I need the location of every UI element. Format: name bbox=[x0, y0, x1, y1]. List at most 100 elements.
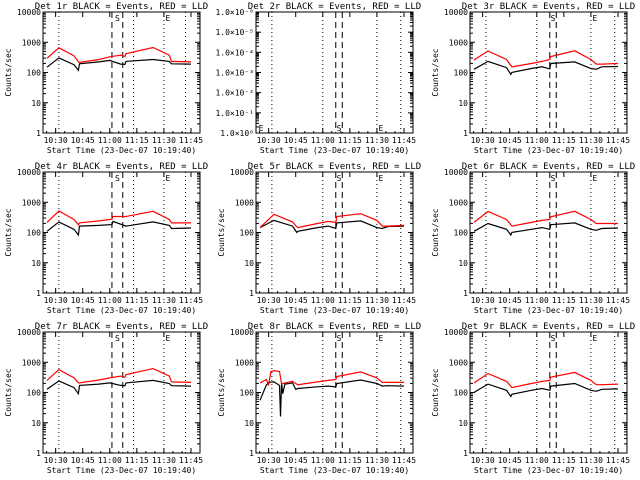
x-tick-label: 11:30 bbox=[152, 296, 176, 305]
detector-panel-7: Det 7r BLACK = Events, RED = LLD S E 1 10 100… bbox=[4, 322, 208, 475]
detector-panel-8: Det 8r BLACK = Events, RED = LLD S E 1 10 100… bbox=[217, 322, 421, 475]
plot-frame bbox=[42, 11, 201, 134]
x-tick-label: 11:45 bbox=[606, 296, 630, 305]
plot-frame bbox=[469, 171, 628, 294]
x-tick-label: 11:00 bbox=[311, 296, 335, 305]
plot-frame bbox=[42, 331, 201, 454]
x-tick-label: 11:45 bbox=[392, 136, 416, 145]
x-tick-label: 11:15 bbox=[125, 456, 149, 465]
start-marker: S bbox=[115, 334, 120, 343]
x-tick-label: 11:30 bbox=[152, 136, 176, 145]
y-axis-label: Counts/sec bbox=[4, 48, 13, 96]
x-tick-label: 11:30 bbox=[152, 456, 176, 465]
x-axis-label: Start Time (23-Dec-07 10:19:40) bbox=[474, 306, 623, 315]
start-marker: S bbox=[337, 334, 342, 343]
y-tick-label: 1000 bbox=[449, 198, 468, 207]
plot-frame bbox=[469, 331, 628, 454]
y-tick-label: 10 bbox=[31, 259, 41, 268]
y-axis-label: Counts/sec bbox=[4, 208, 13, 256]
events-rate-line bbox=[473, 60, 619, 76]
events-rate-line bbox=[46, 379, 192, 396]
x-axis-label: Start Time (23-Dec-07 10:19:40) bbox=[47, 306, 196, 315]
x-tick-label: 10:30 bbox=[471, 296, 495, 305]
end-marker: E bbox=[378, 334, 383, 343]
start-marker: S bbox=[551, 14, 556, 23]
y-tick-label: 10 bbox=[458, 99, 468, 108]
x-tick-label: 11:15 bbox=[552, 296, 576, 305]
y-tick-label: 1 bbox=[249, 449, 254, 458]
x-tick-label: 11:45 bbox=[392, 456, 416, 465]
y-tick-label: 10 bbox=[458, 259, 468, 268]
x-axis-label: Start Time (23-Dec-07 10:19:40) bbox=[47, 466, 196, 475]
y-tick-label: 1 bbox=[463, 449, 468, 458]
y-axis-label: Counts/sec bbox=[431, 208, 440, 256]
y-tick-label: 100 bbox=[454, 389, 469, 398]
x-tick-label: 11:15 bbox=[552, 456, 576, 465]
y-axis-label: Counts/sec bbox=[217, 368, 226, 416]
y-tick-label: 1.0×10⁻⁶ bbox=[215, 8, 254, 17]
events-rate-line bbox=[46, 57, 192, 72]
y-tick-label: 1 bbox=[249, 289, 254, 298]
panel-title: Det 1r BLACK = Events, RED = LLD bbox=[35, 2, 208, 12]
y-tick-label: 1000 bbox=[22, 358, 41, 367]
end-marker: E bbox=[378, 124, 383, 133]
x-tick-label: 11:30 bbox=[365, 296, 389, 305]
y-tick-label: 10 bbox=[458, 419, 468, 428]
y-tick-label: 1 bbox=[36, 129, 41, 138]
y-tick-label: 100 bbox=[27, 389, 42, 398]
x-tick-label: 11:15 bbox=[338, 296, 362, 305]
detector-panel-3: Det 3r BLACK = Events, RED = LLD S E 1 10 100… bbox=[431, 2, 635, 155]
x-tick-label: 10:30 bbox=[257, 296, 281, 305]
x-tick-label: 10:45 bbox=[71, 456, 95, 465]
panel-title: Det 2r BLACK = Events, RED = LLD bbox=[248, 2, 421, 12]
lld-rate-line bbox=[46, 367, 192, 384]
x-tick-label: 11:00 bbox=[311, 456, 335, 465]
panel-title: Det 6r BLACK = Events, RED = LLD bbox=[462, 162, 635, 172]
x-tick-label: 10:30 bbox=[44, 136, 68, 145]
panel-title: Det 7r BLACK = Events, RED = LLD bbox=[35, 322, 208, 332]
y-tick-label: 10 bbox=[244, 259, 254, 268]
y-tick-label: 1.0×10⁻⁵ bbox=[215, 28, 254, 37]
events-rate-line bbox=[473, 222, 619, 237]
lld-rate-line bbox=[473, 210, 618, 227]
y-tick-label: 10 bbox=[244, 419, 254, 428]
end-marker: E bbox=[165, 334, 170, 343]
y-tick-label: 10 bbox=[31, 419, 41, 428]
x-axis-label: Start Time (23-Dec-07 10:19:40) bbox=[260, 306, 409, 315]
plot-frame bbox=[255, 11, 414, 134]
x-tick-label: 10:30 bbox=[257, 136, 281, 145]
plot-frame bbox=[469, 11, 628, 134]
y-tick-label: 1000 bbox=[449, 38, 468, 47]
end-marker: E bbox=[165, 174, 170, 183]
x-tick-label: 10:45 bbox=[284, 136, 308, 145]
y-tick-label: 100 bbox=[27, 69, 42, 78]
lld-rate-line bbox=[473, 371, 619, 389]
detector-panel-6: Det 6r BLACK = Events, RED = LLD S E 1 10 100… bbox=[431, 162, 635, 315]
x-tick-label: 11:00 bbox=[525, 136, 549, 145]
plot-frame bbox=[42, 171, 201, 294]
x-tick-label: 11:30 bbox=[365, 136, 389, 145]
y-tick-label: 1.0×10⁻⁴ bbox=[215, 48, 254, 57]
end-marker: E bbox=[259, 124, 264, 133]
y-tick-label: 1 bbox=[36, 289, 41, 298]
x-tick-label: 11:15 bbox=[338, 456, 362, 465]
y-tick-label: 10000 bbox=[230, 168, 254, 177]
y-tick-label: 1 bbox=[36, 449, 41, 458]
detector-panel-9: Det 9r BLACK = Events, RED = LLD S E 1 10 100… bbox=[431, 322, 635, 475]
panel-title: Det 5r BLACK = Events, RED = LLD bbox=[248, 162, 421, 172]
x-tick-label: 10:45 bbox=[71, 136, 95, 145]
x-tick-label: 10:45 bbox=[71, 296, 95, 305]
y-tick-label: 1.0×10⁰ bbox=[220, 129, 254, 138]
y-tick-label: 10000 bbox=[17, 8, 41, 17]
detector-panel-4: Det 4r BLACK = Events, RED = LLD S E 1 10 100… bbox=[4, 162, 208, 315]
x-tick-label: 10:30 bbox=[471, 456, 495, 465]
x-tick-label: 11:00 bbox=[98, 136, 122, 145]
y-tick-label: 1 bbox=[463, 289, 468, 298]
y-axis-label: Counts/sec bbox=[217, 208, 226, 256]
start-marker: S bbox=[551, 334, 556, 343]
x-tick-label: 10:45 bbox=[284, 296, 308, 305]
lld-rate-line bbox=[259, 213, 405, 229]
x-tick-label: 11:45 bbox=[606, 136, 630, 145]
y-tick-label: 1000 bbox=[22, 198, 41, 207]
x-tick-label: 11:15 bbox=[125, 296, 149, 305]
